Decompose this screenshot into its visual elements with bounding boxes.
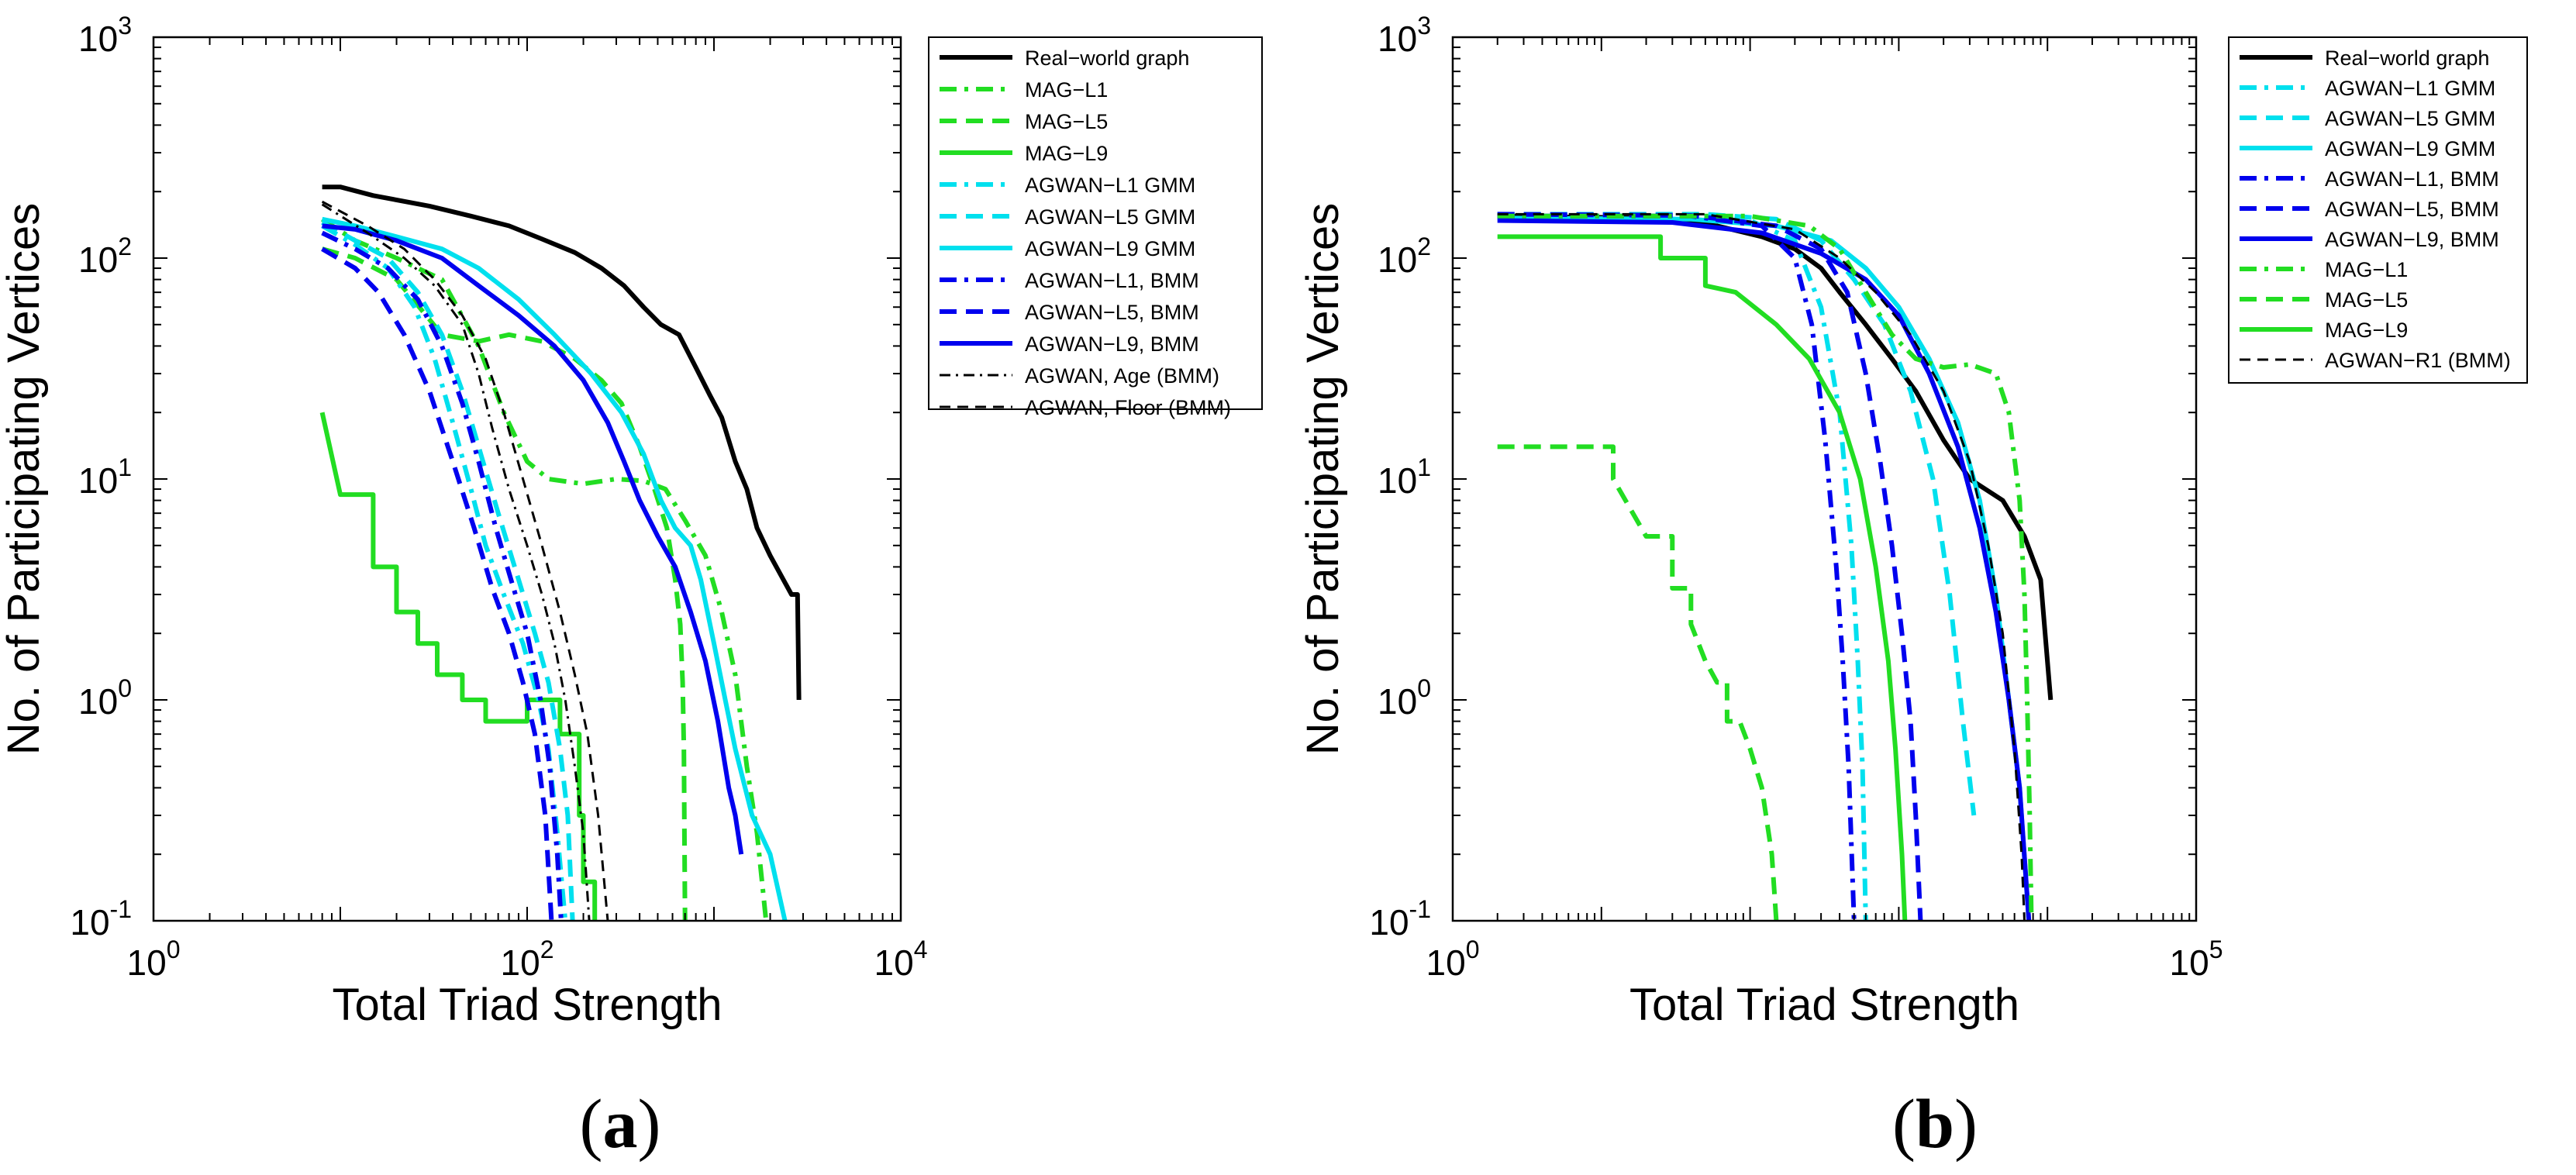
series-line	[1497, 234, 1908, 921]
legend-label: AGWAN−L9 GMM	[1025, 237, 1195, 260]
y-axis-label: No. of Participating Vertices	[0, 203, 49, 755]
series-line	[1497, 215, 2032, 921]
series-line	[1497, 212, 1977, 816]
series-line	[322, 223, 744, 855]
x-tick-label: 100	[1426, 936, 1480, 983]
legend-label: AGWAN−L1 GMM	[2325, 77, 2495, 100]
legend-label: MAG−L5	[1025, 110, 1108, 133]
series-line	[321, 246, 688, 921]
legend: Real−world graph AGWAN−L1 GMM AGWAN−L5 GMM…	[2228, 36, 2528, 384]
legend-label: AGWAN−L5 GMM	[1025, 205, 1195, 229]
legend-label: AGWAN−L1, BMM	[2325, 167, 2499, 191]
panel-caption-b: (b)	[1857, 1082, 2012, 1167]
y-tick-label: 102	[1378, 233, 1431, 280]
legend-label: AGWAN−L1, BMM	[1025, 269, 1199, 292]
caption-label: a	[602, 1086, 638, 1163]
legend-label: AGWAN−R1 (BMM)	[2325, 349, 2511, 372]
series-group	[1497, 212, 2054, 921]
legend-label: AGWAN−L9 GMM	[2325, 137, 2495, 160]
series-group	[319, 184, 802, 921]
series-line	[1497, 213, 1857, 921]
x-tick-label: 104	[874, 936, 928, 983]
tick-group	[153, 36, 902, 922]
legend-label: MAG−L1	[2325, 258, 2408, 281]
x-tick-label: 100	[127, 936, 181, 983]
legend-label: AGWAN, Age (BMM)	[1025, 364, 1219, 388]
series-line	[1497, 218, 2032, 921]
series-line	[1497, 212, 2026, 921]
series-line	[321, 203, 591, 921]
legend-label: AGWAN−L5 GMM	[2325, 107, 2495, 130]
y-tick-label: 102	[78, 233, 132, 280]
legend-label: AGWAN−L9, BMM	[1025, 333, 1199, 356]
y-axis-label: No. of Participating Vertices	[1298, 203, 1348, 755]
series-line	[322, 216, 788, 921]
x-tick-label: 102	[501, 936, 554, 983]
series-line	[321, 200, 609, 921]
y-tick-label: 101	[78, 453, 132, 501]
caption-paren-close: )	[637, 1086, 661, 1163]
panel-caption-a: (a)	[543, 1082, 698, 1167]
x-axis-label: Total Triad Strength	[333, 980, 722, 1030]
caption-paren-close: )	[1954, 1086, 1978, 1163]
y-tick-label: 103	[1378, 12, 1431, 59]
y-tick-label: 100	[78, 674, 132, 722]
legend-label: AGWAN, Floor (BMM)	[1025, 396, 1231, 419]
legend-label: MAG−L9	[1025, 142, 1108, 165]
series-line	[1497, 212, 1923, 921]
y-tick-label: 10-1	[70, 895, 132, 942]
legend-label: MAG−L5	[2325, 288, 2408, 312]
legend-label: MAG−L1	[1025, 78, 1108, 102]
legend: Real−world graph MAG−L1 MAG−L5 MAG−L9 AGWAN−…	[928, 36, 1263, 419]
axes-box	[152, 36, 902, 922]
legend-label: Real−world graph	[2325, 47, 2489, 70]
series-line	[319, 412, 598, 921]
x-tick-label: 105	[2170, 936, 2223, 983]
y-tick-label: 10-1	[1369, 895, 1431, 942]
legend-label: AGWAN−L5, BMM	[2325, 198, 2499, 221]
legend-label: AGWAN−L5, BMM	[1025, 301, 1199, 324]
series-line	[320, 217, 769, 921]
caption-label: b	[1915, 1086, 1955, 1163]
series-line	[321, 230, 564, 921]
caption-paren-open: (	[579, 1086, 603, 1163]
y-tick-label: 101	[1378, 453, 1431, 501]
y-tick-label: 100	[1378, 674, 1431, 722]
caption-paren-open: (	[1891, 1086, 1916, 1163]
y-tick-label: 103	[78, 12, 132, 59]
legend-label: AGWAN−L9, BMM	[2325, 228, 2499, 251]
legend-label: AGWAN−L1 GMM	[1025, 174, 1195, 197]
series-line	[1497, 444, 1779, 921]
series-line	[321, 223, 568, 921]
series-line	[1497, 213, 2034, 921]
axes-box	[1451, 36, 2198, 922]
legend-box	[928, 36, 1263, 410]
x-axis-label: Total Triad Strength	[1629, 980, 2019, 1030]
tick-group	[1452, 36, 2197, 922]
series-line	[1497, 213, 1868, 921]
legend-label: MAG−L9	[2325, 319, 2408, 342]
series-line	[321, 246, 554, 921]
legend-label: Real−world graph	[1025, 47, 1189, 70]
series-line	[321, 220, 575, 921]
series-line	[322, 184, 802, 701]
